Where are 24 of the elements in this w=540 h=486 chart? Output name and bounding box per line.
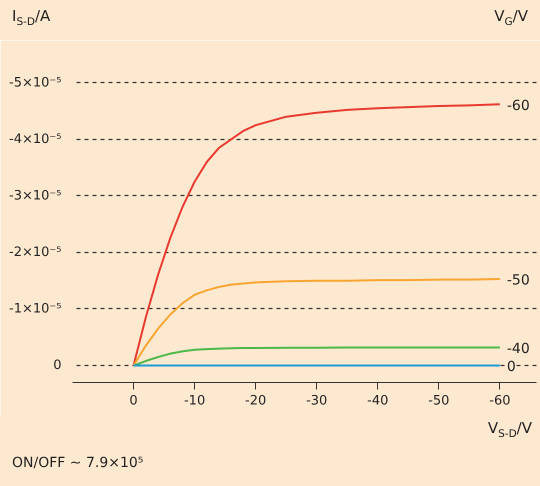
x-axis-title: V$_{S-D}$/V <box>488 418 532 442</box>
line-series <box>132 278 501 367</box>
series-label: -50 <box>506 272 530 289</box>
y-tick-label: -1×10⁻⁵ <box>9 301 62 316</box>
series-label: 0 <box>506 359 516 376</box>
y-tick-label: -2×10⁻⁵ <box>9 244 62 260</box>
text: ON/OFF ~ 7.9×10⁵ <box>12 454 144 473</box>
y-tick-label: -3×10⁻⁵ <box>9 188 62 204</box>
y-tick-label: -4×10⁻⁵ <box>9 132 62 147</box>
y-tick-label: 0 <box>53 358 62 374</box>
x-tick-label: -50 <box>428 394 450 408</box>
legend-title: V$_{G}$/V <box>493 6 528 30</box>
y-axis-title: I$_{S-D}$/A <box>12 6 52 30</box>
y-tick-label: -5×10⁻⁵ <box>9 75 62 90</box>
series-label: -40 <box>506 340 530 357</box>
x-tick-label: -30 <box>306 394 328 408</box>
x-tick-label: -60 <box>489 394 510 408</box>
x-tick-label: 0 <box>129 394 138 408</box>
x-tick-label: -20 <box>245 394 266 408</box>
x-tick-label: -40 <box>367 394 388 408</box>
line-series <box>132 346 501 367</box>
series-label: -60 <box>506 98 530 114</box>
line-series <box>132 103 501 367</box>
x-tick-label: -10 <box>184 394 206 408</box>
